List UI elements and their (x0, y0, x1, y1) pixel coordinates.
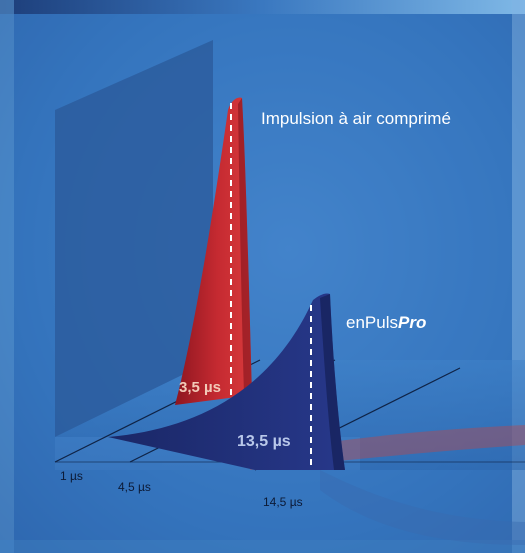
blue-reflection (320, 470, 525, 545)
peak-label-blue: 13,5 µs (237, 433, 291, 450)
red-pulse-shape (175, 97, 252, 405)
series-label-compressed-air: Impulsion à air comprimé (261, 109, 451, 128)
back-wall (55, 40, 213, 437)
x-tick-label: 14,5 µs (263, 495, 303, 509)
bottom-glow-band (0, 540, 525, 553)
blue-pulse-front-shading (320, 294, 345, 470)
red-pulse-front-shading (238, 98, 252, 395)
x-tick-label: 1 µs (60, 469, 83, 483)
top-glow-band (0, 0, 525, 14)
series-label-enpulspro-emphasis: Pro (398, 313, 426, 332)
peak-label-red: 3,5 µs (179, 379, 221, 396)
left-glow-band (0, 0, 14, 553)
blue-pulse-shape (108, 293, 345, 470)
series-label-enpulspro-plain: enPuls (346, 313, 398, 332)
series-label-enpulspro: enPulsPro (346, 313, 426, 332)
x-tick-label: 4,5 µs (118, 480, 151, 494)
right-glow-band (512, 0, 525, 553)
